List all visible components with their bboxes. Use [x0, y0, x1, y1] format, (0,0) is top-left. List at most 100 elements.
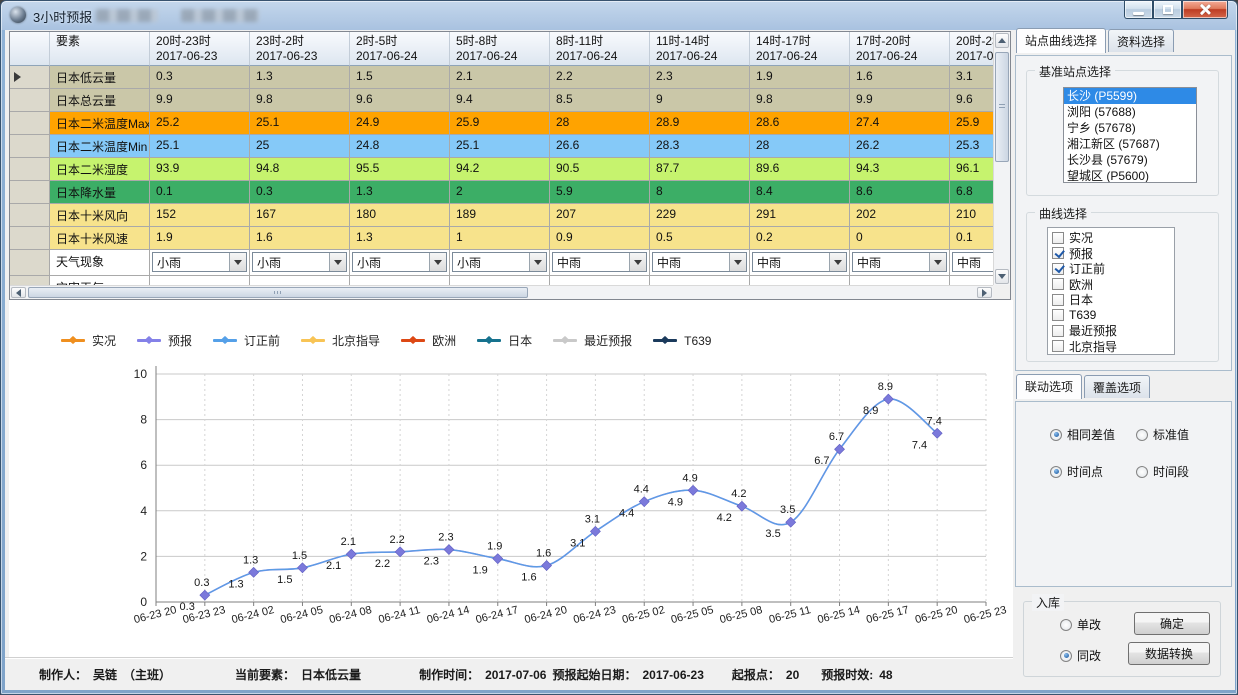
curve-checkbox-item[interactable]: 订正前	[1052, 261, 1170, 277]
table-cell[interactable]: 25.3	[950, 135, 993, 158]
table-cell[interactable]	[150, 276, 250, 285]
row-label[interactable]: 灾害天气	[50, 276, 150, 285]
row-selector[interactable]	[10, 66, 50, 89]
table-cell[interactable]: 26.6	[550, 135, 650, 158]
dropdown-button[interactable]	[529, 253, 546, 271]
table-cell[interactable]: 210	[950, 204, 993, 227]
station-listbox[interactable]: 长沙 (P5599) 浏阳 (57688) 宁乡 (57678) 湘江新区 (5768…	[1063, 87, 1197, 183]
table-cell[interactable]: 1	[450, 227, 550, 250]
table-cell[interactable]	[850, 276, 950, 285]
table-cell[interactable]: 9	[650, 89, 750, 112]
table-cell[interactable]: 87.7	[650, 158, 750, 181]
table-cell[interactable]: 9.9	[150, 89, 250, 112]
element-column-header[interactable]: 要素	[50, 32, 150, 66]
table-cell[interactable]: 28	[550, 112, 650, 135]
station-item[interactable]: 长沙 (P5599)	[1064, 88, 1196, 104]
row-selector[interactable]	[10, 158, 50, 181]
table-cell[interactable]	[650, 276, 750, 285]
table-cell[interactable]: 0.3	[150, 66, 250, 89]
weather-select[interactable]: 小雨	[152, 252, 247, 272]
horizontal-scroll-thumb[interactable]	[28, 287, 528, 298]
dropdown-button[interactable]	[629, 253, 646, 271]
weather-select[interactable]: 中雨	[652, 252, 747, 272]
table-cell[interactable]: 27.4	[850, 112, 950, 135]
table-cell[interactable]: 8.6	[850, 181, 950, 204]
table-cell[interactable]: 0.9	[550, 227, 650, 250]
dropdown-button[interactable]	[829, 253, 846, 271]
weather-select[interactable]: 中雨	[852, 252, 947, 272]
row-label[interactable]: 日本总云量	[50, 89, 150, 112]
time-column-header[interactable]: 11时-14时 2017-06-24	[650, 32, 750, 66]
table-cell[interactable]: 3.1	[950, 66, 993, 89]
link-option-radio[interactable]: 相同差值	[1050, 426, 1136, 443]
table-cell[interactable]	[550, 276, 650, 285]
table-cell[interactable]: 1.6	[250, 227, 350, 250]
table-cell[interactable]	[950, 276, 993, 285]
table-cell[interactable]: 28	[750, 135, 850, 158]
table-cell[interactable]: 9.8	[750, 89, 850, 112]
weather-select[interactable]: 中雨	[552, 252, 647, 272]
table-cell[interactable]: 28.6	[750, 112, 850, 135]
table-cell[interactable]: 202	[850, 204, 950, 227]
table-cell[interactable]: 94.3	[850, 158, 950, 181]
table-cell[interactable]: 96.1	[950, 158, 993, 181]
row-label[interactable]: 日本十米风速	[50, 227, 150, 250]
time-column-header[interactable]: 5时-8时 2017-06-24	[450, 32, 550, 66]
row-selector[interactable]	[10, 135, 50, 158]
scroll-left-button[interactable]	[11, 287, 26, 298]
table-cell[interactable]: 90.5	[550, 158, 650, 181]
table-cell[interactable]: 0.1	[950, 227, 993, 250]
table-cell[interactable]: 25.9	[450, 112, 550, 135]
table-cell[interactable]: 94.2	[450, 158, 550, 181]
table-horizontal-scrollbar[interactable]	[10, 285, 993, 299]
curve-checkbox-list[interactable]: 实况 预报 订正前 欧洲 日本 T639 最近预报 北京指导	[1047, 227, 1175, 355]
row-label[interactable]: 日本二米温度Min	[50, 135, 150, 158]
table-cell[interactable]: 2.3	[650, 66, 750, 89]
table-cell[interactable]: 9.4	[450, 89, 550, 112]
tab-station-curve[interactable]: 站点曲线选择	[1016, 28, 1107, 53]
table-cell[interactable]: 167	[250, 204, 350, 227]
table-cell[interactable]	[450, 276, 550, 285]
table-cell[interactable]: 94.8	[250, 158, 350, 181]
dropdown-button[interactable]	[729, 253, 746, 271]
dropdown-button[interactable]	[229, 253, 246, 271]
weather-select[interactable]: 中雨	[952, 252, 993, 272]
station-item[interactable]: 湘江新区 (57687)	[1067, 137, 1160, 151]
table-cell[interactable]: 95.5	[350, 158, 450, 181]
dropdown-button[interactable]	[429, 253, 446, 271]
table-cell[interactable]	[750, 276, 850, 285]
confirm-button[interactable]: 确定	[1134, 612, 1210, 635]
curve-checkbox-item[interactable]: 北京指导	[1052, 339, 1170, 355]
table-cell[interactable]: 0.1	[150, 181, 250, 204]
table-cell[interactable]: 2.1	[450, 66, 550, 89]
time-column-header[interactable]: 8时-11时 2017-06-24	[550, 32, 650, 66]
tab-data-select[interactable]: 资料选择	[1108, 29, 1175, 52]
table-cell[interactable]: 25.1	[450, 135, 550, 158]
table-cell[interactable]	[250, 276, 350, 285]
curve-checkbox-item[interactable]: 最近预报	[1052, 323, 1170, 339]
row-label[interactable]: 日本二米温度Max	[50, 112, 150, 135]
data-convert-button[interactable]: 数据转换	[1128, 642, 1210, 665]
link-option-radio[interactable]: 时间点	[1050, 463, 1136, 480]
table-cell[interactable]: 24.9	[350, 112, 450, 135]
table-cell[interactable]: 1.5	[350, 66, 450, 89]
row-label[interactable]: 日本低云量	[50, 66, 150, 89]
table-cell[interactable]: 152	[150, 204, 250, 227]
table-cell[interactable]: 9.6	[950, 89, 993, 112]
table-cell[interactable]: 1.9	[750, 66, 850, 89]
minimize-button[interactable]	[1124, 1, 1153, 19]
row-selector[interactable]	[10, 276, 50, 285]
row-selector[interactable]	[10, 89, 50, 112]
table-cell[interactable]: 28.9	[650, 112, 750, 135]
table-cell[interactable]: 0.3	[250, 181, 350, 204]
table-cell[interactable]: 229	[650, 204, 750, 227]
table-cell[interactable]: 9.6	[350, 89, 450, 112]
table-cell[interactable]: 25	[250, 135, 350, 158]
link-option-radio[interactable]: 标准值	[1136, 426, 1189, 443]
title-bar[interactable]: 3小时预报	[1, 1, 1237, 30]
station-item[interactable]: 浏阳 (57688)	[1067, 105, 1136, 119]
time-column-header[interactable]: 17时-20时 2017-06-24	[850, 32, 950, 66]
table-cell[interactable]	[350, 276, 450, 285]
station-item[interactable]: 长沙县 (57679)	[1067, 153, 1148, 167]
